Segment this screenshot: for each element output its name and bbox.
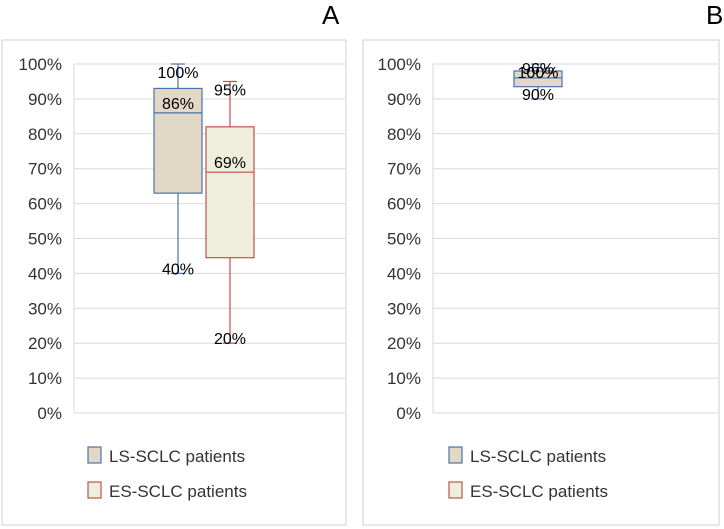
panel-b-ytick-label: 100% (378, 55, 421, 74)
panel-b-legend-swatch-es-sclc (448, 481, 463, 499)
panel-a-es-sclc-median-label: 69% (214, 155, 246, 172)
panel-b-ytick-label: 90% (387, 90, 421, 109)
panel-b-legend-label-es-sclc: ES-SCLC patients (470, 482, 608, 501)
panel-a-ls-sclc-median-label: 86% (162, 96, 194, 113)
panel-a-es-sclc-max-label: 95% (214, 82, 246, 99)
panel-a-ytick-label: 20% (28, 334, 62, 353)
panel-b-letter: B (706, 0, 724, 30)
panel-b-frame (362, 39, 720, 526)
panel-a-legend-label-ls-sclc: LS-SCLC patients (109, 447, 245, 466)
panel-a-es-sclc-min-label: 20% (214, 331, 246, 348)
panel-a-ytick-label: 30% (28, 299, 62, 318)
panel-b-ytick-label: 60% (387, 195, 421, 214)
panel-a-legend-swatch-es-sclc (87, 481, 102, 499)
panel-a-legend-label-es-sclc: ES-SCLC patients (109, 482, 247, 501)
panel-b-ls-sclc-min-label: 90% (522, 87, 554, 104)
panel-b-ls-sclc-box (513, 70, 563, 88)
panel-a-ytick-label: 80% (28, 125, 62, 144)
panel-b-ytick-label: 80% (387, 125, 421, 144)
panel-a-ytick-label: 70% (28, 160, 62, 179)
panel-b-legend-label-ls-sclc: LS-SCLC patients (470, 447, 606, 466)
panel-a-ls-sclc-max-label: 100% (158, 65, 199, 82)
panel-b-ls-sclc-median-label: 96% (522, 61, 554, 78)
panel-a-ytick-label: 100% (19, 55, 62, 74)
panel-b-legend-swatch-ls-sclc (448, 446, 463, 464)
panel-b-ytick-label: 10% (387, 369, 421, 388)
panel-b-ytick-label: 40% (387, 264, 421, 283)
panel-a-frame (1, 39, 347, 526)
panel-a-ytick-label: 90% (28, 90, 62, 109)
panel-a-ls-sclc-min-label: 40% (162, 261, 194, 278)
panel-b-ytick-label: 50% (387, 230, 421, 249)
panel-a-es-sclc-box (205, 126, 255, 259)
panel-b-ytick-label: 30% (387, 299, 421, 318)
panel-a-ytick-label: 0% (37, 404, 62, 423)
panel-a-ytick-label: 40% (28, 264, 62, 283)
panel-a-legend-swatch-ls-sclc (87, 446, 102, 464)
panel-a-ytick-label: 60% (28, 195, 62, 214)
panel-b-ls-sclc-max-label: 100% (518, 65, 559, 82)
panel-a-letter: A (322, 0, 340, 30)
panel-a-ls-sclc-box (153, 87, 203, 194)
panel-b-ytick-label: 70% (387, 160, 421, 179)
panel-b-ytick-label: 20% (387, 334, 421, 353)
panel-b-ytick-label: 0% (396, 404, 421, 423)
panel-a-ytick-label: 50% (28, 230, 62, 249)
panel-a-ytick-label: 10% (28, 369, 62, 388)
